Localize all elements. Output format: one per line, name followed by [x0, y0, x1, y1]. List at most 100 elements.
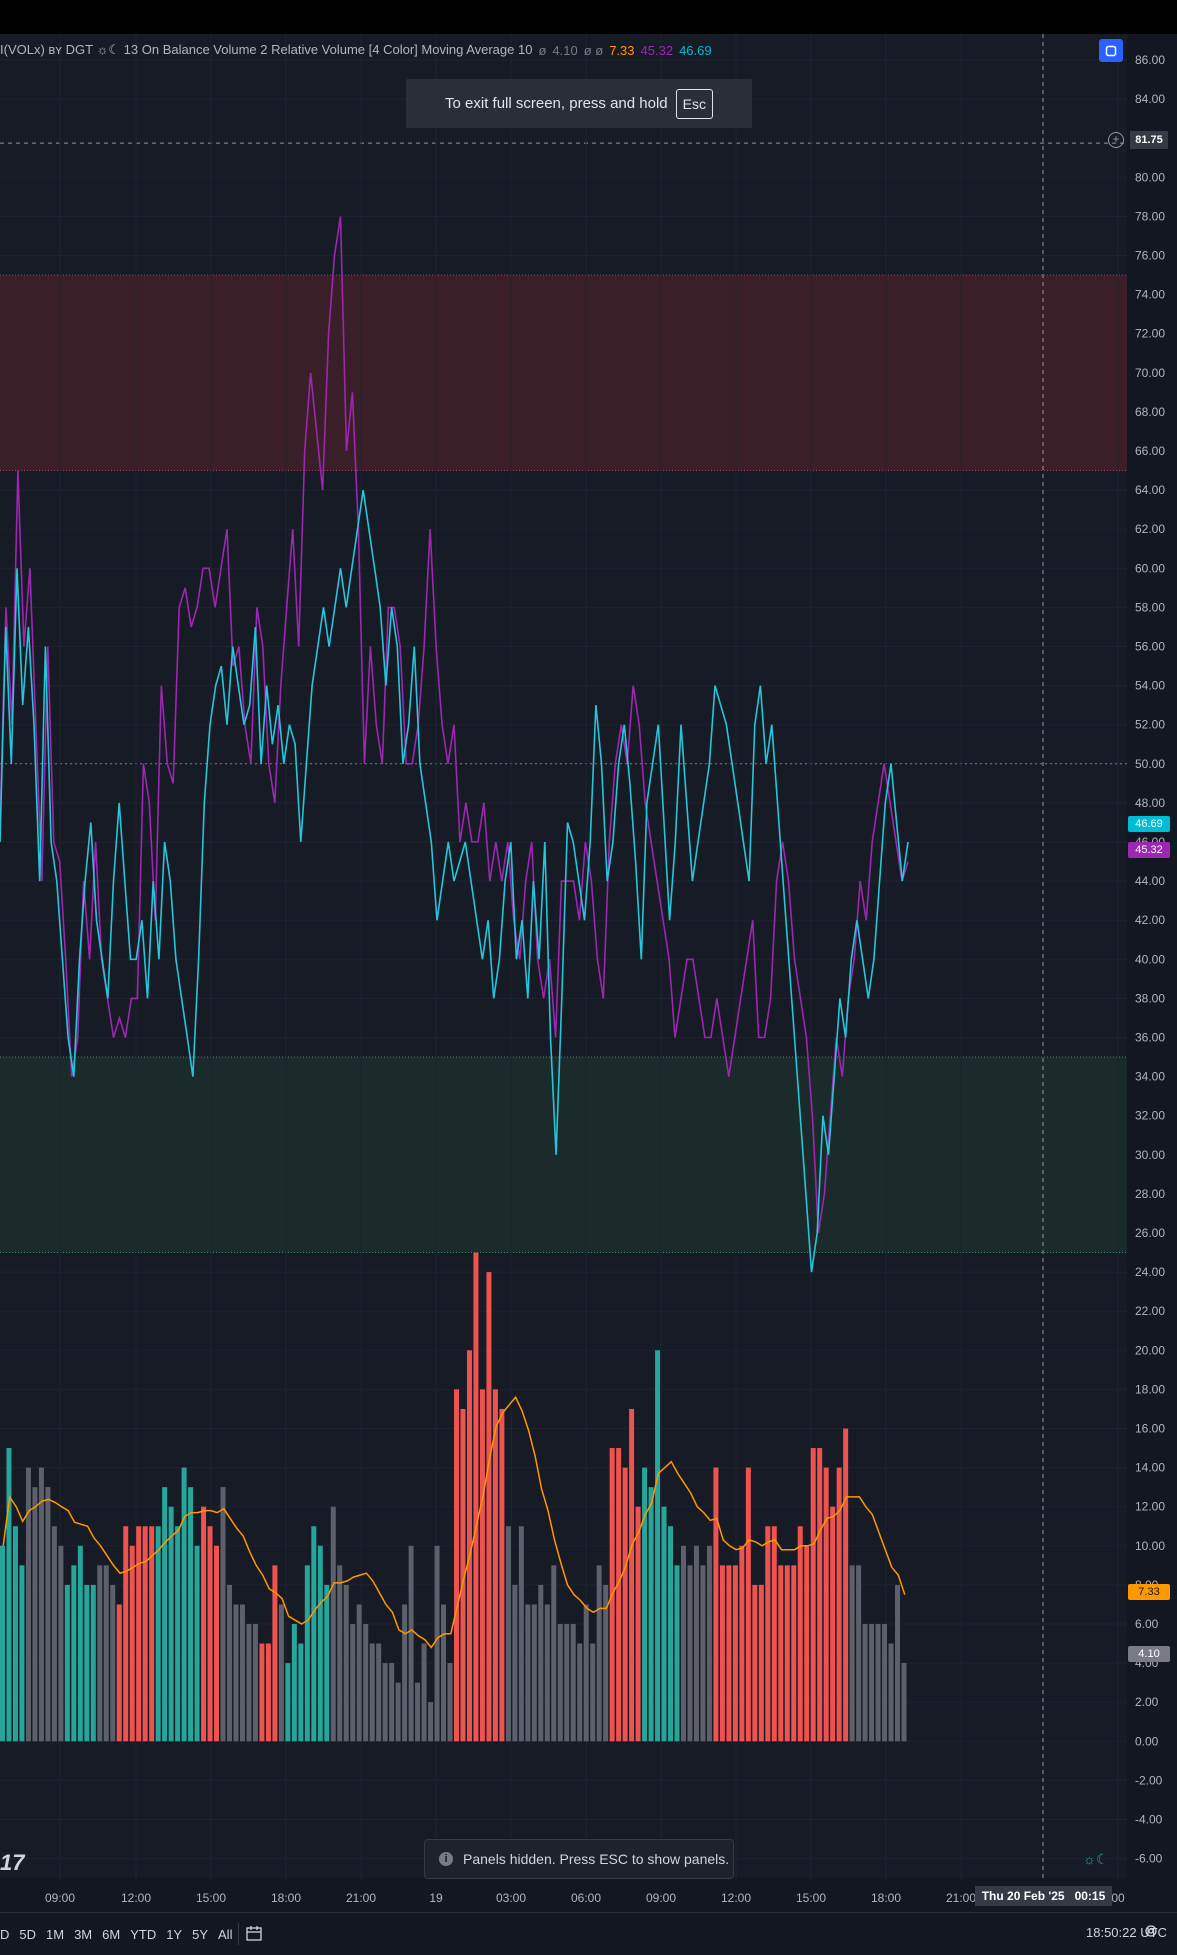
volume-bar: [194, 1545, 200, 1742]
x-tick-label: 21:00: [946, 1891, 976, 1905]
volume-bar: [512, 1584, 518, 1742]
volume-bar: [849, 1565, 855, 1742]
volume-bar: [376, 1643, 382, 1742]
volume-bar: [103, 1565, 109, 1742]
volume-bar: [168, 1506, 174, 1742]
y-tick-label: 70.00: [1135, 366, 1165, 380]
volume-bar: [0, 1545, 5, 1742]
volume-bar: [6, 1448, 12, 1742]
y-tick-label: 72.00: [1135, 327, 1165, 341]
volume-bar: [706, 1545, 712, 1742]
volume-bar: [791, 1565, 797, 1742]
y-tick-label: 64.00: [1135, 483, 1165, 497]
y-tick-label: 10.00: [1135, 1539, 1165, 1553]
volume-bar: [207, 1526, 213, 1742]
volume-bar: [12, 1526, 18, 1742]
volume-bar: [272, 1565, 278, 1742]
volume-bar: [201, 1506, 207, 1742]
range-button-5y[interactable]: 5Y: [192, 1926, 209, 1942]
panels-hidden-toast: i Panels hidden. Press ESC to show panel…: [424, 1839, 734, 1879]
x-tick-label: 18:00: [271, 1891, 301, 1905]
volume-bar: [895, 1584, 901, 1742]
volume-bar: [369, 1643, 375, 1742]
volume-bar: [525, 1604, 531, 1742]
volume-bar: [784, 1565, 790, 1742]
range-button-all[interactable]: All: [218, 1926, 233, 1942]
volume-bar: [765, 1526, 771, 1742]
volume-bar: [778, 1565, 784, 1742]
legend-symbol-2: ø ø: [583, 42, 604, 58]
band-overbought: [0, 275, 1127, 471]
volume-bar: [564, 1624, 570, 1742]
x-tick-label: 09:00: [45, 1891, 75, 1905]
indicator-legend[interactable]: I(VOLx) ʙʏ DGT ☼☾ 13 On Balance Volume 2…: [0, 40, 712, 60]
y-tick-label: 40.00: [1135, 952, 1165, 966]
range-button-1m[interactable]: 1M: [46, 1926, 65, 1942]
y-tick-label: 50.00: [1135, 757, 1165, 771]
volume-bar: [84, 1584, 90, 1742]
volume-bar: [278, 1604, 284, 1742]
volume-bar: [726, 1565, 732, 1742]
volume-bar: [343, 1584, 349, 1742]
y-tick-label: 80.00: [1135, 170, 1165, 184]
volume-bar: [116, 1604, 122, 1742]
fullscreen-exit-toast: To exit full screen, press and hold Esc: [406, 79, 752, 128]
volume-bar: [142, 1526, 148, 1742]
volume-bar: [875, 1624, 881, 1742]
add-alert-plus-icon[interactable]: +: [1108, 132, 1124, 148]
volume-bar: [395, 1682, 401, 1742]
y-tick-label: -6.00: [1135, 1852, 1163, 1866]
volume-bar: [531, 1604, 537, 1742]
volume-bar: [71, 1565, 77, 1742]
y-tick-label: 30.00: [1135, 1148, 1165, 1162]
volume-bar: [317, 1545, 323, 1742]
volume-bar: [862, 1624, 868, 1742]
y-tick-label: 54.00: [1135, 679, 1165, 693]
range-button-1y[interactable]: 1Y: [166, 1926, 183, 1942]
volume-bar: [162, 1487, 168, 1742]
range-button-3m[interactable]: 3M: [74, 1926, 93, 1942]
range-button-6m[interactable]: 6M: [102, 1926, 121, 1942]
volume-bar: [583, 1604, 589, 1742]
volume-bar: [492, 1389, 498, 1742]
object-tree-button[interactable]: [1099, 39, 1123, 62]
esc-key-badge: Esc: [675, 88, 713, 119]
volume-bar: [110, 1584, 116, 1742]
panels-hidden-text: Panels hidden. Press ESC to show panels.: [463, 1851, 730, 1867]
crosshair-time: 00:15: [1074, 1889, 1106, 1903]
series-purple-line: [0, 216, 909, 1234]
range-button-d[interactable]: D: [0, 1926, 10, 1942]
x-tick-label: 12:00: [121, 1891, 151, 1905]
x-tick-label: 21:00: [346, 1891, 376, 1905]
band-oversold: [0, 1057, 1127, 1253]
volume-bar: [518, 1526, 524, 1742]
legend-value-volume: 4.10: [552, 42, 578, 58]
range-button-ytd[interactable]: YTD: [130, 1926, 157, 1942]
volume-bar: [823, 1467, 829, 1742]
tradingview-logo[interactable]: 17: [0, 1850, 25, 1875]
y-tick-label: 86.00: [1135, 53, 1165, 67]
x-tick-label: 03:00: [496, 1891, 526, 1905]
volume-bar: [45, 1487, 51, 1742]
range-button-5d[interactable]: 5D: [19, 1926, 37, 1942]
volume-bar: [655, 1350, 661, 1742]
x-tick-label: 06:00: [571, 1891, 601, 1905]
legend-value-ma: 7.33: [609, 42, 635, 58]
volume-bar: [668, 1526, 674, 1742]
volume-bar: [97, 1565, 103, 1742]
volume-bar: [544, 1604, 550, 1742]
y-tick-label: 66.00: [1135, 444, 1165, 458]
fullscreen-toast-text: To exit full screen, press and hold: [445, 95, 668, 112]
volume-bar: [693, 1545, 699, 1742]
calendar-goto-icon[interactable]: [245, 1925, 263, 1943]
gear-icon[interactable]: [1144, 1924, 1158, 1938]
volume-bar: [642, 1467, 648, 1742]
volume-bar: [337, 1565, 343, 1742]
volume-bar: [90, 1584, 96, 1742]
volume-bar: [123, 1526, 129, 1742]
y-tick-label: -4.00: [1135, 1813, 1163, 1827]
crosshair-date: Thu 20 Feb '25: [981, 1889, 1065, 1903]
volume-bar: [19, 1565, 25, 1742]
legend-value-purple: 45.32: [640, 42, 674, 58]
